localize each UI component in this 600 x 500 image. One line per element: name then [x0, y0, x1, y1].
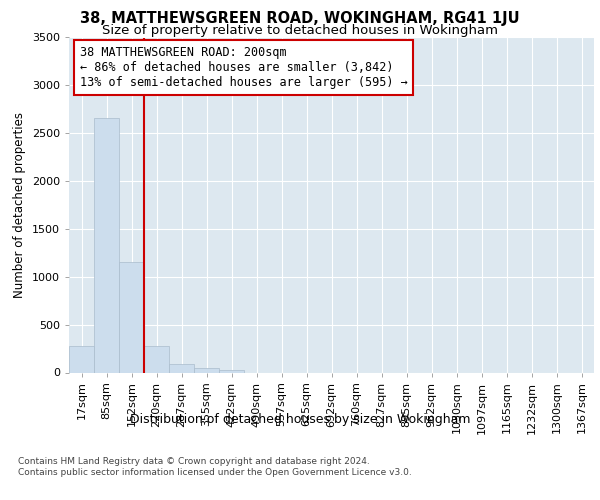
Text: Distribution of detached houses by size in Wokingham: Distribution of detached houses by size …: [130, 412, 470, 426]
Bar: [69, 346, 94, 372]
Text: Contains HM Land Registry data © Crown copyright and database right 2024.
Contai: Contains HM Land Registry data © Crown c…: [18, 458, 412, 477]
Bar: [169, 364, 194, 372]
Bar: [94, 118, 119, 372]
Bar: [194, 368, 219, 372]
Text: Size of property relative to detached houses in Wokingham: Size of property relative to detached ho…: [102, 24, 498, 37]
Text: 38 MATTHEWSGREEN ROAD: 200sqm
← 86% of detached houses are smaller (3,842)
13% o: 38 MATTHEWSGREEN ROAD: 200sqm ← 86% of d…: [79, 46, 407, 89]
Bar: [119, 262, 144, 372]
Text: 38, MATTHEWSGREEN ROAD, WOKINGHAM, RG41 1JU: 38, MATTHEWSGREEN ROAD, WOKINGHAM, RG41 …: [80, 11, 520, 26]
Y-axis label: Number of detached properties: Number of detached properties: [13, 112, 26, 298]
Bar: [219, 370, 244, 372]
Bar: [144, 346, 169, 372]
